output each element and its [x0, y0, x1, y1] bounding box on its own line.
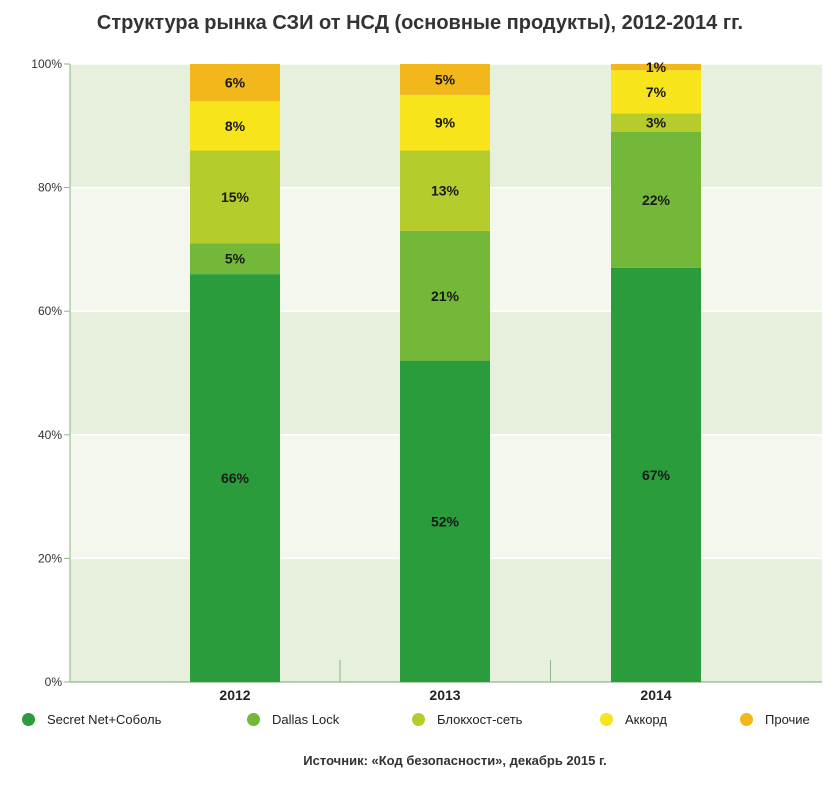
bar-segment	[611, 70, 701, 114]
bars	[190, 64, 701, 682]
data-label: 15%	[221, 189, 250, 205]
bar-segment	[190, 101, 280, 151]
bar-segment	[400, 64, 490, 95]
bar-segment	[400, 150, 490, 231]
legend-label: Dallas Lock	[272, 712, 340, 727]
legend-label: Блокхост-сеть	[437, 712, 523, 727]
legend-swatch	[247, 713, 260, 726]
bar-segment	[400, 360, 490, 682]
category-label: 2014	[640, 687, 671, 703]
data-label: 66%	[221, 470, 250, 486]
y-tick-label: 100%	[31, 57, 62, 71]
bar-segment	[190, 243, 280, 275]
legend-item: Прочие	[740, 712, 810, 727]
legend-item: Блокхост-сеть	[412, 712, 522, 727]
data-label: 1%	[646, 59, 667, 75]
legend-label: Secret Net+Соболь	[47, 712, 162, 727]
category-labels: 2012 2013 2014	[219, 687, 671, 703]
source-note: Источник: «Код безопасности», декабрь 20…	[303, 753, 607, 768]
data-label: 22%	[642, 192, 671, 208]
data-label: 9%	[435, 115, 456, 131]
stacked-bar-chart: 0% 20% 40% 60% 80% 100% 66% 5% 15% 8% 6% 52% 21% 13%…	[31, 57, 822, 703]
category-label: 2013	[429, 687, 460, 703]
data-label: 5%	[225, 251, 246, 267]
legend-swatch	[600, 713, 613, 726]
data-label: 21%	[431, 288, 460, 304]
bar-segment	[190, 64, 280, 102]
legend-item: Dallas Lock	[247, 712, 339, 727]
bar-segment	[611, 267, 701, 682]
y-tick-label: 40%	[38, 428, 62, 442]
bar-segment	[611, 113, 701, 132]
bar-segment	[400, 94, 490, 151]
bar-segment	[190, 274, 280, 682]
y-tick-label: 0%	[45, 675, 63, 689]
data-label: 7%	[646, 84, 667, 100]
bar-segment	[190, 150, 280, 244]
data-label: 8%	[225, 118, 246, 134]
data-label: 67%	[642, 467, 671, 483]
legend: Secret Net+Соболь Dallas Lock Блокхост-сет…	[22, 712, 832, 736]
legend-swatch	[412, 713, 425, 726]
data-label: 52%	[431, 513, 460, 529]
category-label: 2012	[219, 687, 250, 703]
bar-segment	[400, 230, 490, 361]
data-label: 5%	[435, 71, 456, 87]
bar-segment	[611, 131, 701, 268]
bar-segment	[611, 64, 701, 71]
y-tick-label: 60%	[38, 304, 62, 318]
legend-item: Аккорд	[600, 712, 667, 727]
legend-swatch	[22, 713, 35, 726]
y-tick-label: 80%	[38, 181, 62, 195]
legend-label: Аккорд	[625, 712, 667, 727]
legend-label: Прочие	[765, 712, 810, 727]
legend-item: Secret Net+Соболь	[22, 712, 161, 727]
chart-title: Структура рынка СЗИ от НСД (основные про…	[96, 12, 744, 34]
y-tick-label: 20%	[38, 551, 62, 565]
data-label: 13%	[431, 183, 460, 199]
data-labels: 66% 5% 15% 8% 6% 52% 21% 13% 9% 5% 67% 22% 3% 7% 1%	[221, 59, 671, 529]
y-tick-labels: 0% 20% 40% 60% 80% 100%	[31, 57, 62, 689]
data-label: 6%	[225, 75, 246, 91]
legend-swatch	[740, 713, 753, 726]
data-label: 3%	[646, 115, 667, 131]
